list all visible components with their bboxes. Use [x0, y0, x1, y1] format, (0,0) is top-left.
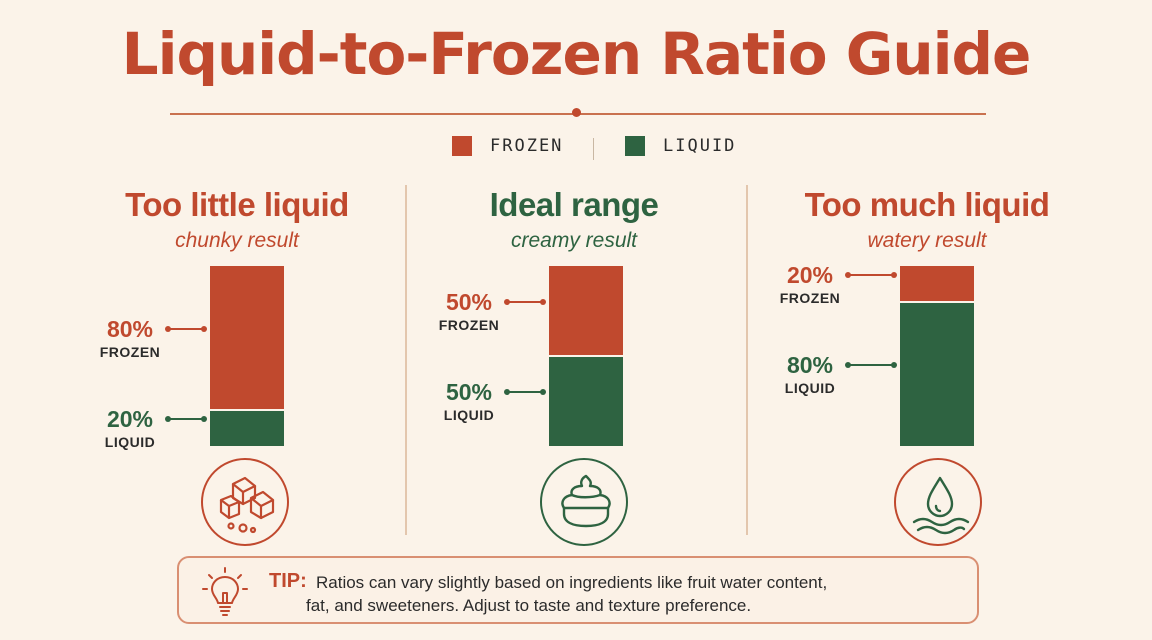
- panel-subtitle: chunky result: [175, 229, 299, 252]
- leader-line-frozen: [504, 299, 546, 305]
- leader-line-frozen: [845, 272, 897, 278]
- tip-label: TIP:: [269, 570, 307, 592]
- data-label-liquid: 80%: [786, 352, 834, 378]
- leader-line-frozen: [165, 326, 207, 332]
- bar-segment-frozen: [210, 266, 284, 409]
- panel-title: Too little liquid: [125, 186, 349, 223]
- legend-swatch-frozen: [452, 136, 472, 156]
- bar-segment-liquid: [210, 411, 284, 446]
- data-label-frozen: 80%: [106, 316, 154, 342]
- tip-text: Ratios can vary slightly based on ingred…: [306, 571, 876, 617]
- bar-segment-frozen: [900, 266, 974, 301]
- data-label-liquid: 20%: [106, 406, 154, 432]
- data-label-frozen: 20%: [786, 262, 834, 288]
- data-label-caption-liquid: LIQUID: [784, 380, 836, 396]
- column-divider: [746, 185, 748, 535]
- panel-subtitle: creamy result: [510, 229, 638, 252]
- data-label-liquid: 50%: [445, 379, 493, 405]
- data-label-caption-liquid: LIQUID: [104, 434, 156, 450]
- legend-label-frozen: FROZEN: [490, 136, 564, 156]
- data-label-caption-frozen: FROZEN: [438, 317, 500, 333]
- bar-segment-frozen: [549, 266, 623, 355]
- panel-title: Too much liquid: [804, 186, 1050, 223]
- column-divider: [405, 185, 407, 535]
- ice-cubes-icon: [201, 458, 289, 546]
- data-label-caption-frozen: FROZEN: [99, 344, 161, 360]
- panel-too-little-liquid: Too little liquid chunky result 80% FROZE…: [67, 0, 407, 546]
- legend-swatch-liquid: [625, 136, 645, 156]
- bar-segment-liquid: [549, 357, 623, 446]
- title-divider-dot: [572, 108, 581, 117]
- tip-line-1: Ratios can vary slightly based on ingred…: [316, 573, 828, 592]
- page-title: Liquid-to-Frozen Ratio Guide: [121, 20, 1032, 88]
- panel-subtitle: watery result: [867, 229, 987, 252]
- panel-too-much-liquid: Too much liquid watery result 20% FROZEN 8…: [757, 0, 1097, 546]
- leader-line-liquid: [504, 389, 546, 395]
- panel-title: Ideal range: [489, 186, 659, 223]
- tip-box: TIP: Ratios can vary slightly based on i…: [177, 556, 979, 624]
- legend-item-liquid: LIQUID: [625, 136, 736, 156]
- legend-divider: [593, 138, 594, 160]
- data-label-caption-liquid: LIQUID: [443, 407, 495, 423]
- water-drop-icon: [894, 458, 982, 546]
- legend-item-frozen: FROZEN: [452, 136, 563, 156]
- lightbulb-icon: [202, 567, 248, 616]
- bar-segment-liquid: [900, 303, 974, 446]
- data-label-caption-frozen: FROZEN: [779, 290, 841, 306]
- panel-ideal-range: Ideal range creamy result 50% FROZEN 50% LI…: [404, 0, 744, 546]
- soft-serve-icon: [540, 458, 628, 546]
- chart-legend: FROZEN LIQUID: [0, 136, 1152, 160]
- leader-line-liquid: [845, 362, 897, 368]
- leader-line-liquid: [165, 416, 207, 422]
- legend-label-liquid: LIQUID: [663, 136, 737, 156]
- tip-line-2: fat, and sweeteners. Adjust to taste and…: [306, 596, 752, 615]
- data-label-frozen: 50%: [445, 289, 493, 315]
